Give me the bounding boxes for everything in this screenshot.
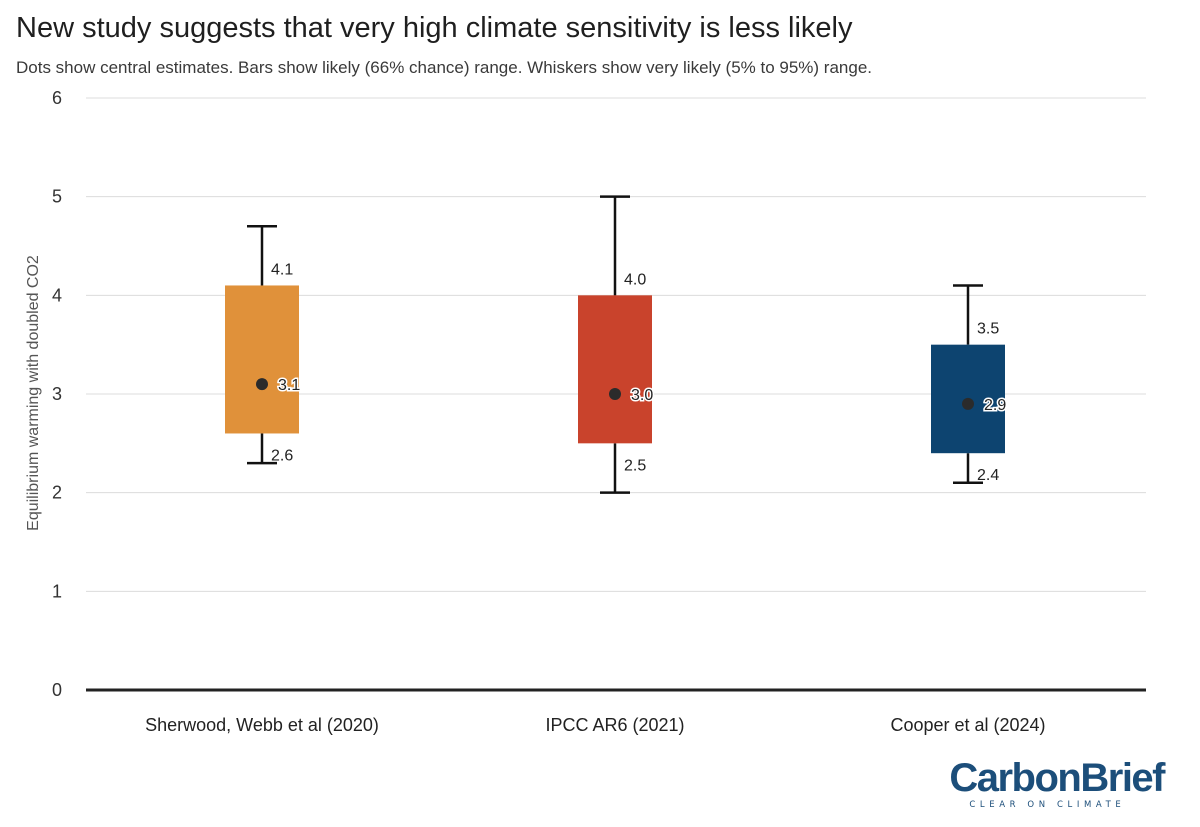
upper-value-label: 4.0 [624, 271, 646, 288]
central-value-label: 3.0 [631, 387, 653, 404]
y-axis-label: Equilibrium warming with doubled CO2 [25, 255, 42, 531]
upper-value-label: 4.1 [271, 261, 293, 278]
logo-wordmark: CarbonBrief [949, 756, 1165, 800]
logo-tagline: CLEAR ON CLIMATE [969, 800, 1126, 810]
y-tick-label: 4 [52, 285, 62, 305]
central-estimate-dot [256, 378, 268, 391]
y-tick-label: 5 [52, 187, 62, 207]
x-tick-label: Cooper et al (2024) [890, 715, 1045, 735]
chart-marks: 4.1 3.1 2.6 4.0 3.0 2.5 3.5 2.9 2.4 [225, 195, 1008, 494]
lower-value-label: 2.5 [624, 457, 646, 474]
box-group: 4.1 3.1 2.6 [225, 225, 302, 464]
chart-subtitle: Dots show central estimates. Bars show l… [16, 58, 873, 77]
box-group: 3.5 2.9 2.4 [931, 284, 1008, 484]
y-tick-label: 2 [52, 483, 62, 503]
likely-range-bar [225, 285, 299, 434]
y-tick-label: 6 [52, 88, 62, 108]
upper-value-label: 3.5 [977, 321, 999, 338]
x-tick-label: IPCC AR6 (2021) [545, 715, 684, 735]
x-tick-label: Sherwood, Webb et al (2020) [145, 715, 379, 735]
carbonbrief-logo: CarbonBrief CLEAR ON CLIMATE [949, 756, 1165, 810]
y-tick-label: 0 [52, 680, 62, 700]
likely-range-bar [578, 295, 652, 444]
central-estimate-dot [962, 397, 974, 410]
y-axis-tick-labels: 0 1 2 3 4 5 6 [52, 88, 62, 700]
x-axis-tick-labels: Sherwood, Webb et al (2020) IPCC AR6 (202… [145, 715, 1045, 735]
central-value-label: 2.9 [984, 397, 1006, 414]
box-group: 4.0 3.0 2.5 [578, 195, 655, 494]
y-tick-label: 1 [52, 581, 62, 601]
lower-value-label: 2.6 [271, 447, 293, 464]
central-value-label: 3.1 [278, 377, 300, 394]
central-estimate-dot [609, 388, 621, 400]
y-tick-label: 3 [52, 384, 62, 404]
lower-value-label: 2.4 [977, 467, 999, 484]
chart-title: New study suggests that very high climat… [16, 12, 853, 44]
